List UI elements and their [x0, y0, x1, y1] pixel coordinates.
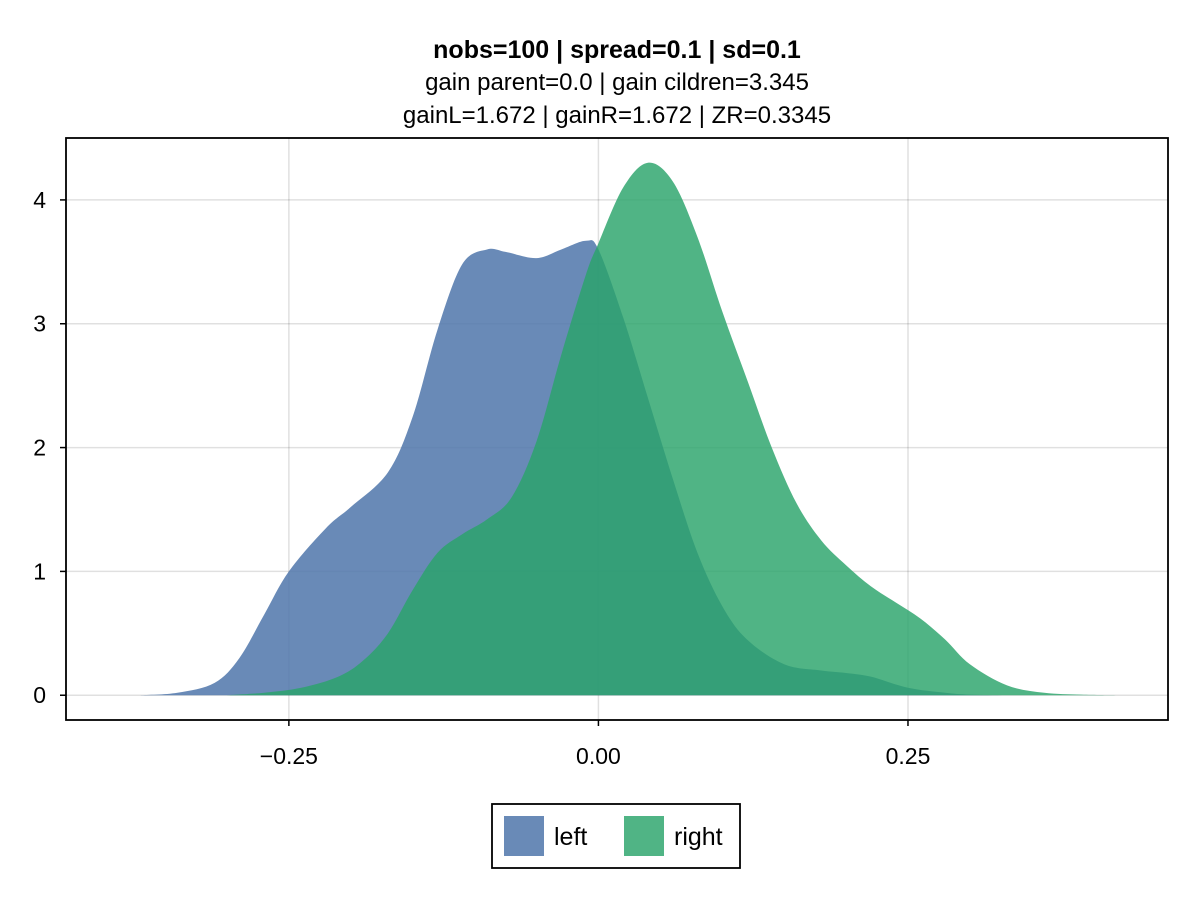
y-tick-label-3: 3 [33, 311, 46, 337]
chart-subtitle-line-1: gain parent=0.0 | gain cildren=3.345 [425, 69, 809, 96]
plot-frame [65, 137, 1169, 721]
legend-swatch-right [624, 816, 664, 856]
y-tick-label-2: 2 [33, 435, 46, 461]
legend-label-right: right [674, 823, 723, 851]
y-tick-label-0: 0 [33, 682, 46, 708]
y-tick-label-4: 4 [33, 187, 46, 213]
x-tick-label-1: 0.00 [576, 743, 621, 769]
density-area-right [226, 162, 1119, 696]
legend-box [491, 803, 741, 869]
legend: left right [491, 803, 741, 869]
legend-label-left: left [554, 823, 587, 851]
legend-swatch-left [504, 816, 544, 856]
x-axis-ticks: −0.25 0.00 0.25 [260, 720, 931, 769]
density-areas [140, 162, 1119, 696]
chart-subtitle-line-2: gainL=1.672 | gainR=1.672 | ZR=0.3345 [403, 102, 831, 129]
y-axis-ticks: 0 1 2 3 4 [33, 187, 66, 708]
x-tick-label-0: −0.25 [260, 743, 318, 769]
x-tick-label-2: 0.25 [886, 743, 931, 769]
chart-title: nobs=100 | spread=0.1 | sd=0.1 [433, 36, 801, 64]
y-tick-label-1: 1 [33, 558, 46, 584]
